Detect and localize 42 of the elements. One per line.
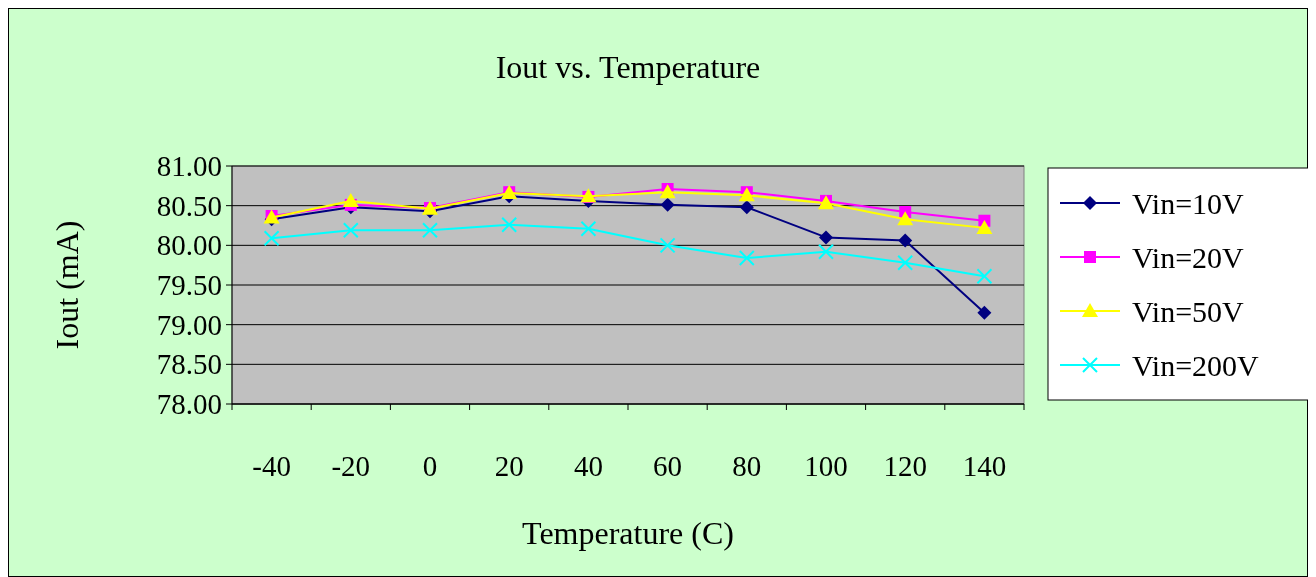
point — [897, 254, 914, 271]
point — [263, 230, 280, 247]
legend-label: Vin=200V — [1132, 348, 1260, 382]
x-tick-label: -40 — [252, 450, 291, 482]
y-tick-label: 79.00 — [156, 308, 222, 341]
legend-label: Vin=10V — [1132, 186, 1245, 220]
y-tick-label: 79.50 — [156, 269, 222, 302]
chart-title: Iout vs. Temperature — [495, 49, 761, 85]
y-tick-label: 80.50 — [156, 189, 222, 222]
x-tick-label: 140 — [962, 450, 1007, 482]
y-tick-label: 81.00 — [156, 150, 222, 183]
y-axis-title: Iout (mA) — [49, 220, 85, 350]
point — [977, 305, 992, 320]
x-tick-label: 60 — [653, 450, 683, 482]
point — [819, 230, 833, 245]
point — [976, 219, 993, 234]
y-tick-label: 78.00 — [156, 388, 222, 421]
point — [501, 216, 518, 233]
point — [422, 222, 438, 239]
point — [580, 220, 597, 237]
point — [342, 192, 359, 207]
point — [739, 200, 754, 215]
point — [897, 211, 914, 226]
y-tick-label: 80.00 — [156, 229, 222, 262]
point — [898, 233, 913, 248]
x-tick-label: 80 — [732, 450, 762, 482]
y-tick-label: 78.50 — [156, 348, 222, 381]
x-tick-label: -20 — [331, 450, 371, 482]
point — [818, 243, 834, 260]
x-tick-label: 40 — [573, 450, 603, 482]
point — [342, 222, 359, 239]
point — [660, 197, 675, 212]
point — [976, 268, 993, 285]
x-tick-label: 20 — [494, 450, 524, 482]
x-axis-title: Temperature (C) — [522, 515, 734, 551]
x-tick-label: 100 — [804, 450, 848, 482]
legend-label: Vin=50V — [1132, 294, 1245, 328]
x-tick-label: 0 — [422, 450, 438, 482]
x-tick-label: 120 — [883, 450, 927, 482]
point — [738, 250, 755, 267]
point — [659, 237, 676, 254]
legend-label: Vin=20V — [1132, 240, 1245, 274]
